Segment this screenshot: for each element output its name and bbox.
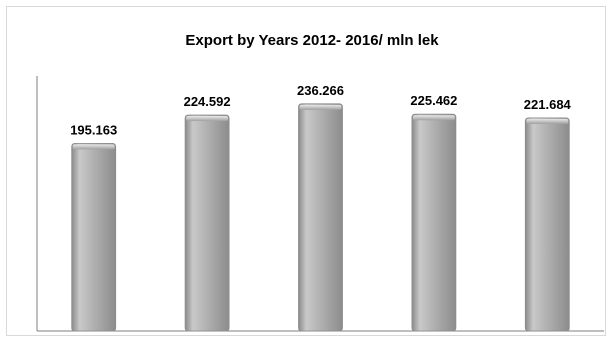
- data-labels-group: 195.163 224.592 236.266 225.462 221.684: [70, 83, 571, 138]
- data-label-1: 195.163: [70, 122, 117, 137]
- data-label-4: 225.462: [410, 93, 457, 108]
- bar-body: [184, 114, 230, 332]
- bar-2: [184, 114, 230, 332]
- bar-3: [298, 103, 343, 332]
- bars-group: [71, 103, 570, 332]
- bar-body: [71, 142, 117, 332]
- data-label-5: 221.684: [524, 97, 572, 112]
- bar-cap: [412, 115, 455, 121]
- bar-body: [298, 103, 343, 332]
- bar-cap: [526, 118, 569, 124]
- chart-title: Export by Years 2012- 2016/ mln lek: [185, 32, 439, 49]
- data-label-2: 224.592: [184, 94, 231, 109]
- bar-4: [411, 113, 457, 332]
- bar-body: [411, 113, 457, 332]
- data-label-3: 236.266: [297, 83, 344, 98]
- bar-cap: [186, 116, 229, 122]
- bar-cap: [299, 104, 342, 110]
- bar-5: [524, 117, 570, 332]
- bar-1: [71, 142, 117, 332]
- bar-cap: [72, 144, 115, 150]
- bar-body: [524, 117, 570, 332]
